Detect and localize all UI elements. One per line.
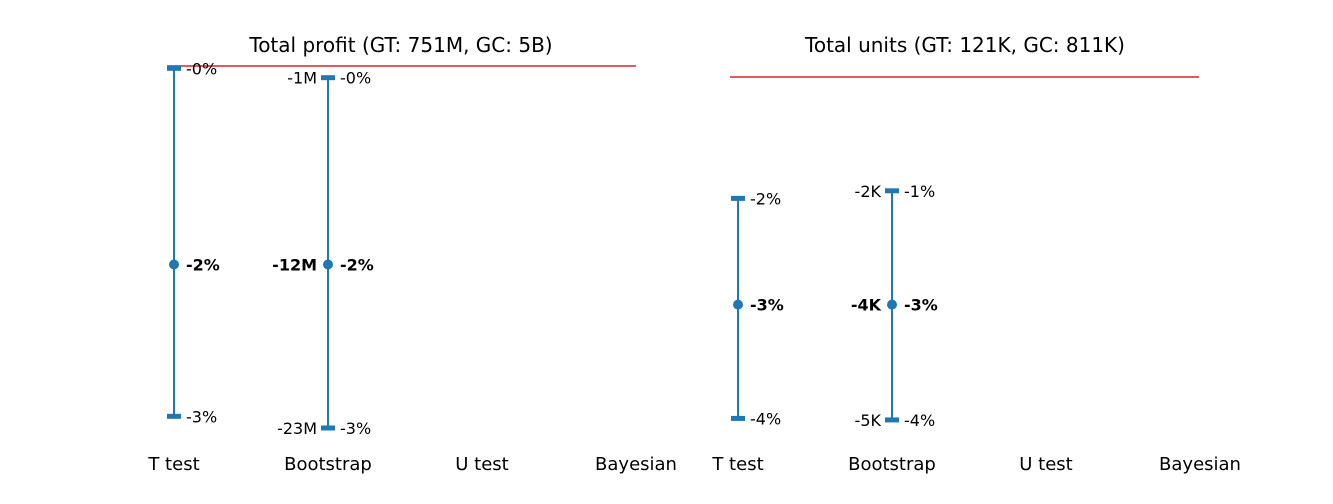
category-label: Bootstrap: [284, 454, 372, 475]
chart-title: Total profit (GT: 751M, GC: 5B): [248, 33, 552, 57]
errorbar-cap-upper: [321, 75, 335, 81]
errorbar-cap-lower: [885, 417, 899, 423]
panel-total-units: Total units (GT: 121K, GC: 811K) T test Bo…: [711, 33, 1241, 475]
errorbar-point: [887, 299, 897, 310]
errorbar-cap-lower: [321, 425, 335, 431]
value-label-upper: -0%: [340, 69, 371, 88]
category-label: U test: [455, 454, 508, 475]
errorbar-cap-upper: [731, 195, 745, 201]
panel-total-profit: Total profit (GT: 751M, GC: 5B) T test Boo…: [147, 33, 677, 475]
value-label-center: -3%: [904, 296, 938, 315]
abs-value-label-upper: -1M: [287, 69, 317, 88]
errorbar-cap-lower: [731, 415, 745, 421]
abs-value-label-lower: -5K: [855, 411, 882, 430]
category-label: Bayesian: [595, 454, 677, 475]
value-label-upper: -2%: [750, 189, 781, 208]
category-label: Bayesian: [1159, 454, 1241, 475]
category-label: U test: [1019, 454, 1072, 475]
errorbar-cap-upper: [167, 65, 181, 71]
category-label: T test: [147, 454, 199, 475]
chart-title: Total units (GT: 121K, GC: 811K): [804, 33, 1125, 57]
abs-value-label-upper: -2K: [855, 182, 882, 201]
category-label: T test: [711, 454, 763, 475]
category-label: Bootstrap: [848, 454, 936, 475]
value-label-upper: -1%: [904, 182, 935, 201]
value-label-lower: -4%: [750, 409, 781, 428]
errorbar-point: [169, 259, 179, 270]
abs-value-label-lower: -23M: [277, 419, 317, 438]
value-label-lower: -3%: [186, 407, 217, 426]
abs-value-label-center: -4K: [851, 296, 882, 315]
value-label-lower: -4%: [904, 411, 935, 430]
errorbar-cap-lower: [167, 413, 181, 419]
value-label-center: -2%: [186, 256, 220, 275]
value-label-center: -2%: [340, 256, 374, 275]
errorbar-cap-upper: [885, 188, 899, 194]
value-label-lower: -3%: [340, 419, 371, 438]
errorbar-point: [323, 259, 333, 270]
abs-value-label-center: -12M: [272, 256, 317, 275]
value-label-upper: -0%: [186, 59, 217, 78]
errorbar-point: [733, 299, 743, 310]
value-label-center: -3%: [750, 296, 784, 315]
